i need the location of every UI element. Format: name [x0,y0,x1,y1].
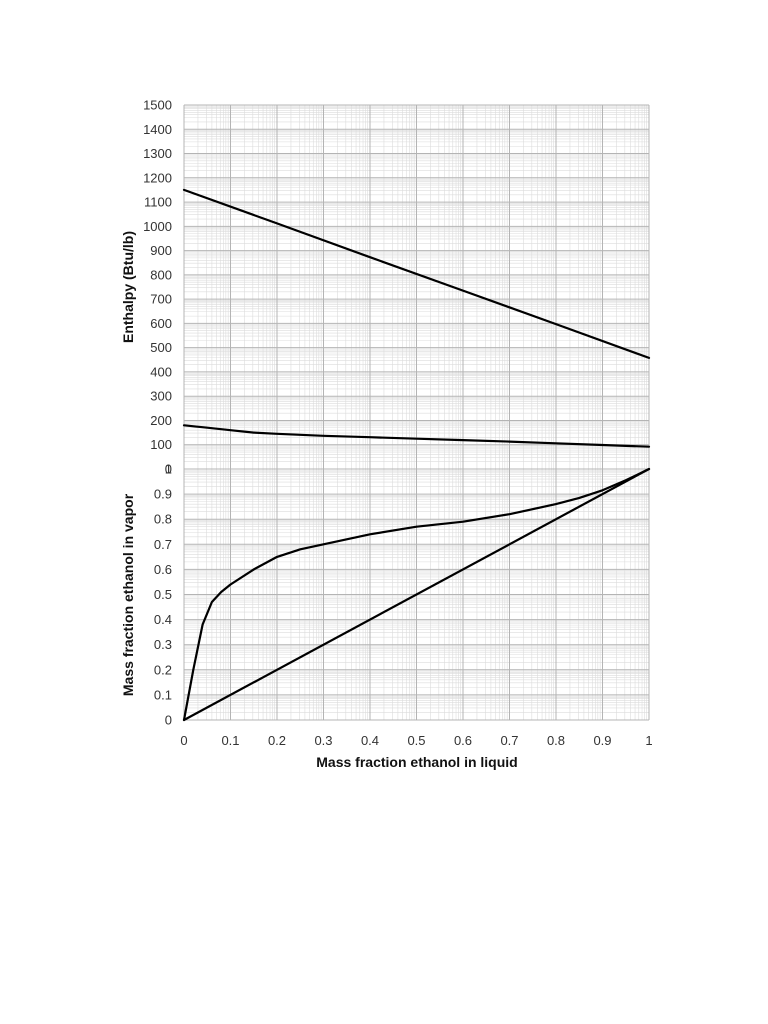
x-tick-label: 0.2 [268,733,286,748]
x-tick-label: 0 [180,733,187,748]
upper-y-tick-label: 1100 [144,195,172,210]
x-tick-label: 0.7 [500,733,518,748]
upper-y-tick-label: 1400 [143,122,172,137]
grid [183,104,650,721]
upper-y-tick-label: 1300 [143,146,172,161]
x-tick-label: 1 [645,733,652,748]
lower-y-tick-label: 0.5 [154,587,172,602]
upper-y-tick-label: 800 [150,267,172,282]
lower-series-line-1 [182,467,651,722]
x-tick-label: 0.1 [221,733,239,748]
upper-y-tick-label: 1000 [143,219,172,234]
lower-y-tick-label: 0.1 [154,687,172,702]
lower-y-tick-label: 0.3 [154,637,172,652]
lower-y-tick-label: 0.4 [154,612,172,627]
upper-y-tick-label: 100 [150,437,172,452]
x-tick-label: 0.4 [361,733,379,748]
upper-y-tick-label: 200 [150,413,172,428]
x-axis-title: Mass fraction ethanol in liquid [316,754,517,770]
upper-y-tick-label: 700 [150,292,172,307]
x-tick-label: 0.8 [547,733,565,748]
upper-y-tick-label: 300 [150,389,172,404]
upper-y-tick-label: 900 [150,243,172,258]
tick-labels: 0100200300400500600700800900100011001200… [143,98,653,749]
lower-y-tick-label: 0.6 [154,562,172,577]
lower-y-tick-label: 0 [165,713,172,728]
upper-series-line-1 [182,188,651,359]
lower-y-tick-label: 1 [165,462,172,477]
upper-y-tick-label: 1200 [143,170,172,185]
x-tick-label: 0.9 [593,733,611,748]
x-tick-label: 0.5 [407,733,425,748]
lower-series-line-2 [182,467,651,722]
upper-series-line-2 [182,424,651,448]
upper-y-tick-label: 400 [150,364,172,379]
x-tick-label: 0.3 [314,733,332,748]
lower-y-axis-title: Mass fraction ethanol in vapor [120,493,136,696]
x-tick-label: 0.6 [454,733,472,748]
upper-y-tick-label: 500 [150,340,172,355]
series-layer [182,188,651,722]
lower-y-tick-label: 0.7 [154,537,172,552]
upper-y-axis-title: Enthalpy (Btu/lb) [120,231,136,343]
upper-y-tick-label: 0 [165,462,172,477]
upper-y-tick-label: 600 [150,316,172,331]
lower-y-tick-label: 0.2 [154,662,172,677]
lower-y-tick-label: 0.9 [154,487,172,502]
lower-y-tick-label: 0.8 [154,512,172,527]
upper-y-tick-label: 1500 [143,98,172,113]
